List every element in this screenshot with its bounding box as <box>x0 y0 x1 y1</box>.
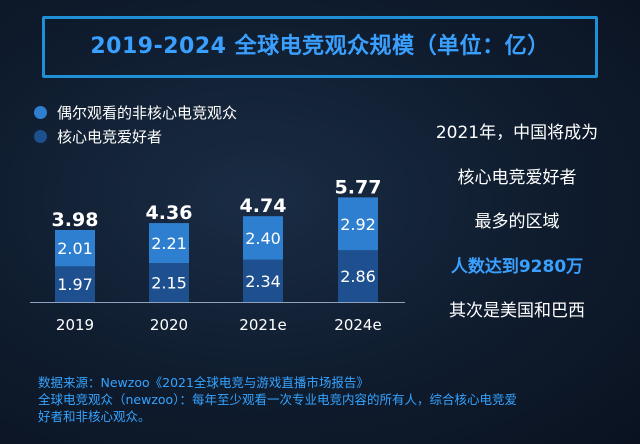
x-tick-label-2024e: 2024e <box>334 316 381 334</box>
footer-note: 数据来源：Newzoo《2021全球电竞与游戏直播市场报告》 全球电竞观众（ne… <box>38 374 628 425</box>
total-label-2020: 4.36 <box>146 202 193 224</box>
legend-item-casual: 偶尔观看的非核心电竞观众 <box>34 100 237 124</box>
total-label-2024e: 5.77 <box>335 176 382 198</box>
insight-line-2: 核心电竞爱好者 <box>457 167 577 188</box>
bar-core-2021e <box>243 259 283 302</box>
insight-line-3: 最多的区域 <box>474 212 560 232</box>
data-label-casual-2021e: 2.40 <box>245 229 281 248</box>
data-label-casual-2019: 2.01 <box>57 239 93 258</box>
bar-casual-2021e <box>243 216 283 260</box>
footer-source: 数据来源：Newzoo《2021全球电竞与游戏直播市场报告》 <box>38 375 369 390</box>
data-label-core-2024e: 2.86 <box>340 267 376 286</box>
legend-item-core: 核心电竞爱好者 <box>34 124 237 148</box>
footer-definition-1: 全球电竞观众（newzoo）：每年至少观看一次专业电竞内容的所有人，综合核心电竞… <box>38 392 517 407</box>
data-label-casual-2024e: 2.92 <box>340 215 376 234</box>
data-label-core-2021e: 2.34 <box>245 272 281 291</box>
legend-label-casual: 偶尔观看的非核心电竞观众 <box>57 103 238 122</box>
bar-casual-2024e <box>338 197 378 251</box>
x-tick-label-2020: 2020 <box>150 316 188 334</box>
legend-swatch-casual <box>34 105 47 119</box>
legend-swatch-core <box>34 129 47 143</box>
title-frame <box>42 16 598 78</box>
total-label-2021e: 4.74 <box>240 195 287 217</box>
bar-core-2019 <box>55 266 95 302</box>
legend-label-core: 核心电竞爱好者 <box>57 127 163 146</box>
x-tick-label-2019: 2019 <box>56 316 94 334</box>
data-label-core-2019: 1.97 <box>57 275 93 294</box>
chart-title: 2019-2024 全球电竞观众规模（单位：亿） <box>90 34 550 59</box>
data-label-core-2020: 2.15 <box>151 274 187 293</box>
insight-text: 2021年，中国将成为 核心电竞爱好者 最多的区域 人数达到9280万 其次是美… <box>400 118 634 341</box>
footer-definition-2: 好者和非核心观众。 <box>38 409 151 424</box>
insight-line-1: 2021年，中国将成为 <box>435 123 599 143</box>
insight-line-4: 人数达到9280万 <box>450 256 584 277</box>
data-label-casual-2020: 2.21 <box>151 234 187 253</box>
bar-core-2020 <box>149 263 189 302</box>
bar-casual-2020 <box>149 223 189 264</box>
x-tick-label-2021e: 2021e <box>239 316 286 334</box>
bar-core-2024e <box>338 250 378 302</box>
legend: 偶尔观看的非核心电竞观众 核心电竞爱好者 <box>34 100 237 148</box>
bar-casual-2019 <box>55 229 95 267</box>
insight-line-5: 其次是美国和巴西 <box>449 301 585 321</box>
total-label-2019: 3.98 <box>52 209 99 231</box>
